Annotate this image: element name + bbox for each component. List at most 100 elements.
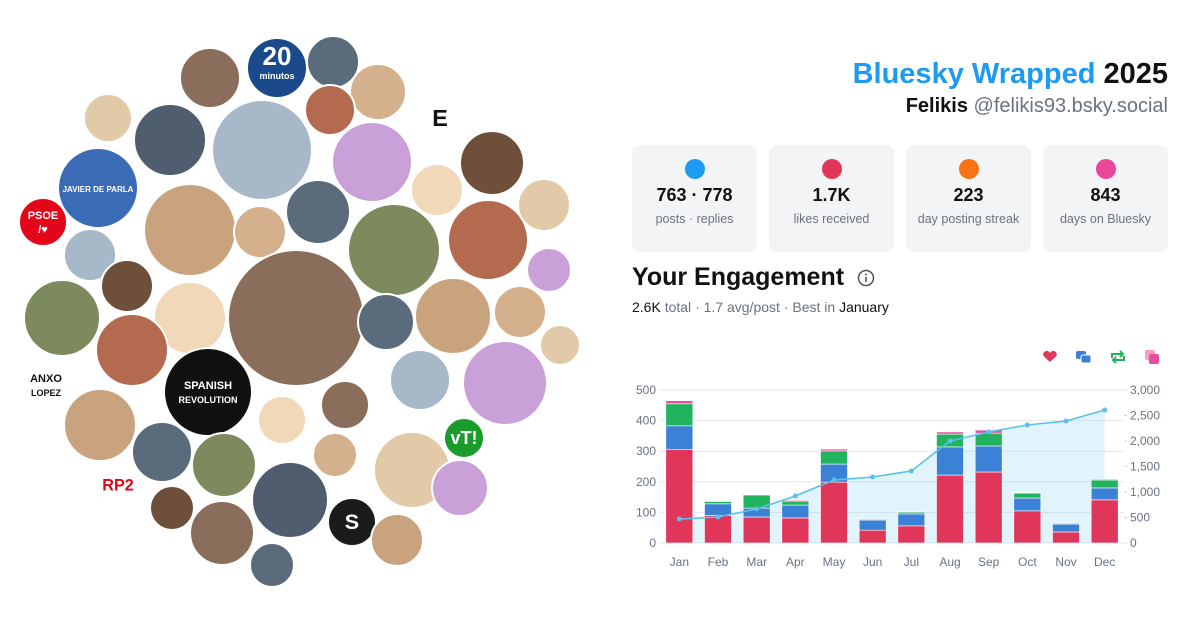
bar-segment <box>665 403 694 427</box>
app-title: Bluesky Wrapped <box>852 58 1096 90</box>
avatar <box>414 277 492 355</box>
y2-tick-label: 3,000 <box>1130 383 1160 397</box>
stat-card: 223 day posting streak <box>906 145 1031 252</box>
avatar <box>347 203 441 297</box>
line-point <box>792 493 798 499</box>
stat-card: 843 days on Bluesky <box>1043 145 1168 252</box>
x-tick-label: Nov <box>1055 555 1076 569</box>
avatar-label: 20 <box>263 41 292 71</box>
bar-segment <box>1013 497 1042 512</box>
avatar <box>331 121 413 203</box>
bar-segment <box>1090 499 1119 544</box>
bar-segment <box>704 515 732 544</box>
avatar <box>539 324 581 366</box>
y-tick-label: 200 <box>636 475 656 489</box>
bar-segment <box>781 504 810 519</box>
bar-segment <box>897 525 926 544</box>
avatar <box>459 130 525 196</box>
bar-segment <box>665 400 694 405</box>
stat-value: 763 · 778 <box>656 185 733 205</box>
avatar <box>312 432 358 478</box>
year: 2025 <box>1103 58 1168 90</box>
avatar <box>370 513 424 567</box>
stat-label: day posting streak <box>917 212 1020 226</box>
stat-card: 763 · 778 posts · replies <box>632 145 757 252</box>
best-month: January <box>839 299 889 315</box>
legend-icon[interactable] <box>1043 350 1057 362</box>
avatar <box>57 147 139 229</box>
stat-icon <box>821 159 842 179</box>
total: 2.6K <box>632 299 661 315</box>
avatar <box>410 163 464 217</box>
stat-value: 843 <box>1090 185 1121 205</box>
line-point <box>831 477 837 483</box>
bar-segment <box>742 516 771 544</box>
y-tick-label: 100 <box>636 505 656 519</box>
legend-icon[interactable] <box>1076 351 1092 364</box>
engagement-title: Your Engagement <box>632 263 845 291</box>
line <box>679 409 1105 520</box>
stat-card: 1.7K likes received <box>769 145 894 252</box>
x-tick-label: Jan <box>670 555 689 569</box>
stat-label: posts · replies <box>655 212 734 226</box>
avatar <box>227 249 365 387</box>
bar-segment <box>704 503 732 516</box>
avatar-sublabel: minutos <box>260 71 295 81</box>
avatar <box>431 459 489 517</box>
bar-segment <box>1013 510 1042 544</box>
y2-tick-label: 2,500 <box>1130 409 1160 423</box>
best-label: Best in <box>792 299 836 315</box>
legend-icon[interactable] <box>1111 350 1125 364</box>
x-tick-label: Oct <box>1018 555 1037 569</box>
avatar-label: E <box>432 105 448 131</box>
bar-segment <box>781 517 810 544</box>
bar-segment <box>897 511 926 513</box>
info-icon[interactable] <box>857 269 875 287</box>
line-point <box>676 516 682 522</box>
avatar <box>18 197 68 247</box>
avatar <box>443 417 485 459</box>
avatar <box>306 35 360 89</box>
avatar-label: vT! <box>451 428 478 448</box>
avatar <box>163 347 253 437</box>
section-title: Your Engagement <box>632 263 875 292</box>
avatar <box>99 466 137 504</box>
line-point <box>947 438 953 444</box>
bar-segment <box>1052 523 1080 533</box>
x-tick-label: Apr <box>786 555 805 569</box>
quote-icon <box>1149 354 1159 364</box>
line-point <box>1102 407 1108 413</box>
bar-segment <box>704 500 732 502</box>
y-tick-label: 300 <box>636 444 656 458</box>
bar-segment <box>781 499 810 502</box>
total-label: total <box>664 299 692 315</box>
avatar <box>320 380 370 430</box>
bar-segment <box>1013 492 1042 499</box>
stat-value: 1.7K <box>812 185 851 205</box>
stat-label: likes received <box>793 212 870 226</box>
y-tick-label: 400 <box>636 414 656 428</box>
bar-segment <box>897 513 926 527</box>
avatar <box>349 63 407 121</box>
y2-tick-label: 1,500 <box>1130 460 1160 474</box>
avatar <box>493 285 547 339</box>
avatar <box>95 313 169 387</box>
stat-icon <box>1095 159 1116 179</box>
avatar <box>526 247 572 293</box>
avatar <box>285 179 351 245</box>
bar-segment <box>858 519 887 531</box>
sep: · <box>695 299 700 315</box>
repost-icon <box>1111 350 1125 364</box>
bar-segment <box>1090 478 1119 481</box>
avatar-sublabel: LOPEZ <box>31 388 62 398</box>
avatar <box>23 362 69 408</box>
engagement-summary: 2.6K total · 1.7 avg/post · Best in Janu… <box>632 299 889 315</box>
avatar-sublabel: /♥ <box>38 224 48 236</box>
avatar <box>211 99 313 201</box>
bar-segment <box>665 425 694 450</box>
legend-icon[interactable] <box>1145 350 1159 364</box>
avatar <box>517 178 571 232</box>
avatar-label: SPANISH <box>184 380 232 392</box>
